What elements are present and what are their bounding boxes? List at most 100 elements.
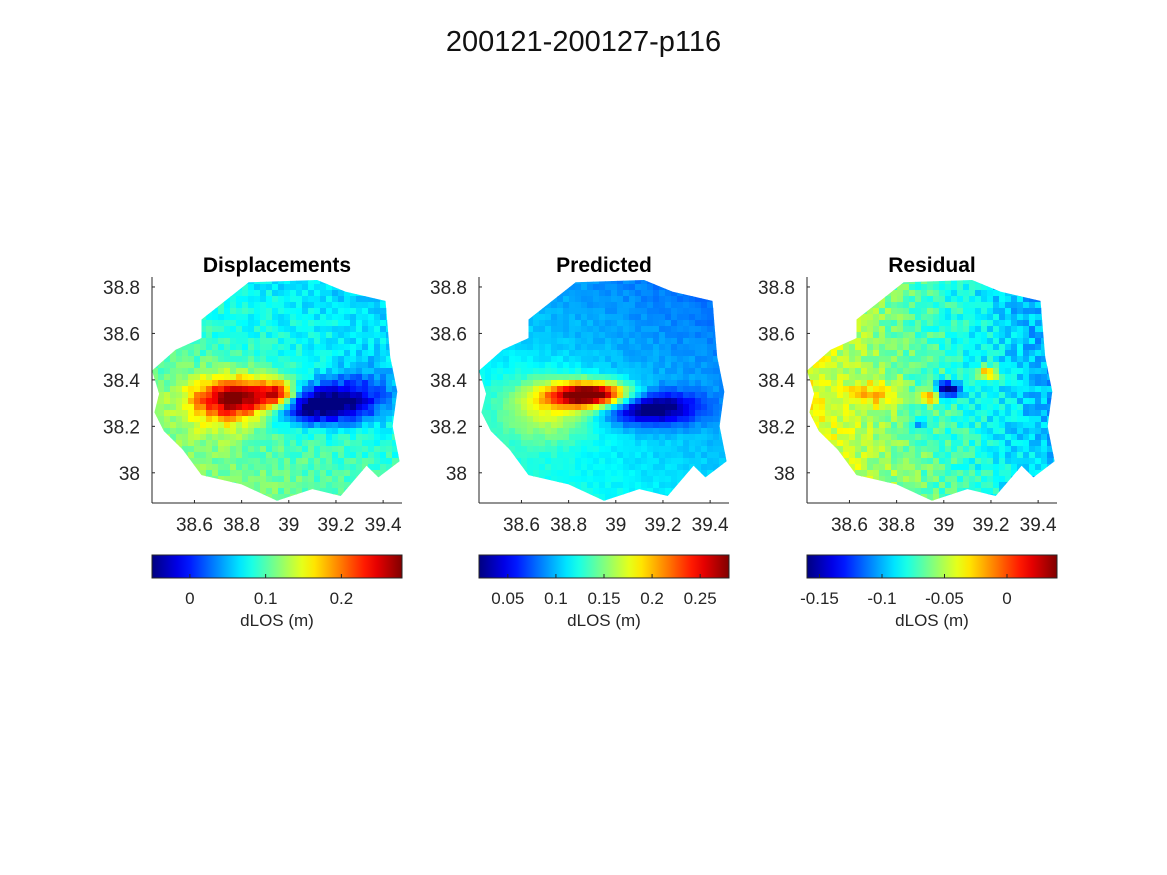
heatmap-cell: [725, 338, 727, 345]
heatmap-cell: [302, 332, 309, 339]
heatmap-cell: [921, 374, 928, 381]
heatmap-cell: [725, 320, 727, 327]
heatmap-cell: [837, 362, 844, 369]
heatmap-cell: [356, 410, 363, 417]
heatmap-cell: [242, 344, 249, 351]
heatmap-cell: [957, 482, 964, 489]
heatmap-cell: [509, 482, 516, 489]
heatmap-cell: [969, 320, 976, 327]
heatmap-cell: [593, 284, 600, 291]
heatmap-cell: [212, 302, 219, 309]
heatmap-cell: [1023, 392, 1030, 399]
heatmap-cell: [819, 476, 826, 483]
x-tick-label: 39.2: [644, 515, 681, 536]
heatmap-cell: [819, 296, 826, 303]
heatmap-cell: [242, 488, 249, 495]
heatmap-cell: [557, 332, 564, 339]
heatmap-cell: [248, 296, 255, 303]
heatmap-cell: [867, 290, 874, 297]
heatmap-cell: [879, 302, 886, 309]
heatmap-cell: [641, 452, 648, 459]
heatmap-cell: [308, 290, 315, 297]
heatmap-cell: [975, 452, 982, 459]
heatmap-cell: [188, 434, 195, 441]
heatmap-cell: [503, 494, 510, 501]
heatmap-cell: [849, 428, 856, 435]
heatmap-cell: [563, 476, 570, 483]
heatmap-cell: [569, 452, 576, 459]
heatmap-cell: [158, 404, 165, 411]
heatmap-cell: [194, 380, 201, 387]
heatmap-cell: [653, 380, 660, 387]
heatmap-cell: [617, 362, 624, 369]
heatmap-cell: [212, 428, 219, 435]
heatmap-cell: [218, 434, 225, 441]
heatmap-cell: [635, 488, 642, 495]
heatmap-cell: [677, 470, 684, 477]
heatmap-cell: [999, 476, 1006, 483]
heatmap-cell: [575, 470, 582, 477]
heatmap-cell: [332, 458, 339, 465]
heatmap-cell: [509, 410, 516, 417]
heatmap-cell: [807, 464, 814, 471]
heatmap-cell: [903, 356, 910, 363]
heatmap-cell: [915, 452, 922, 459]
heatmap-cell: [957, 350, 964, 357]
heatmap-cell: [521, 380, 528, 387]
heatmap-cell: [981, 326, 988, 333]
heatmap-cell: [176, 314, 183, 321]
heatmap-cell: [260, 280, 267, 285]
heatmap-cell: [581, 464, 588, 471]
heatmap-cell: [593, 392, 600, 399]
heatmap-cell: [398, 290, 400, 297]
heatmap-cell: [665, 296, 672, 303]
heatmap-cell: [725, 284, 727, 291]
heatmap-cell: [891, 404, 898, 411]
heatmap-cell: [647, 422, 654, 429]
heatmap-cell: [813, 326, 820, 333]
heatmap-cell: [993, 440, 1000, 447]
heatmap-cell: [302, 446, 309, 453]
heatmap-cell: [521, 398, 528, 405]
heatmap-cell: [945, 386, 952, 393]
heatmap-cell: [296, 410, 303, 417]
heatmap-cell: [701, 494, 708, 501]
heatmap-cell: [1053, 314, 1055, 321]
heatmap-cell: [873, 332, 880, 339]
heatmap-cell: [1023, 488, 1030, 495]
heatmap-cell: [290, 410, 297, 417]
heatmap-cell: [587, 398, 594, 405]
heatmap-cell: [1035, 356, 1042, 363]
heatmap-cell: [957, 356, 964, 363]
heatmap-cell: [933, 404, 940, 411]
heatmap-cell: [392, 344, 399, 351]
heatmap-cell: [725, 476, 727, 483]
heatmap-cell: [915, 422, 922, 429]
heatmap-cell: [653, 422, 660, 429]
heatmap-cell: [659, 332, 666, 339]
heatmap-cell: [194, 428, 201, 435]
heatmap-cell: [326, 422, 333, 429]
heatmap-cell: [545, 494, 552, 501]
heatmap-cell: [921, 362, 928, 369]
heatmap-cell: [891, 280, 898, 285]
heatmap-cell: [987, 284, 994, 291]
heatmap-cell: [993, 296, 1000, 303]
heatmap-cell: [545, 308, 552, 315]
heatmap-cell: [813, 476, 820, 483]
heatmap-cell: [170, 482, 177, 489]
heatmap-cell: [825, 308, 832, 315]
heatmap-cell: [617, 368, 624, 375]
heatmap-cell: [891, 368, 898, 375]
heatmap-cell: [563, 464, 570, 471]
heatmap-cell: [707, 494, 714, 501]
heatmap-cell: [338, 356, 345, 363]
heatmap-cell: [671, 398, 678, 405]
heatmap-cell: [1041, 356, 1048, 363]
heatmap-cell: [236, 494, 243, 501]
heatmap-cell: [272, 440, 279, 447]
heatmap-cell: [1035, 482, 1042, 489]
heatmap-cell: [981, 404, 988, 411]
heatmap-cell: [587, 458, 594, 465]
heatmap-cell: [551, 320, 558, 327]
